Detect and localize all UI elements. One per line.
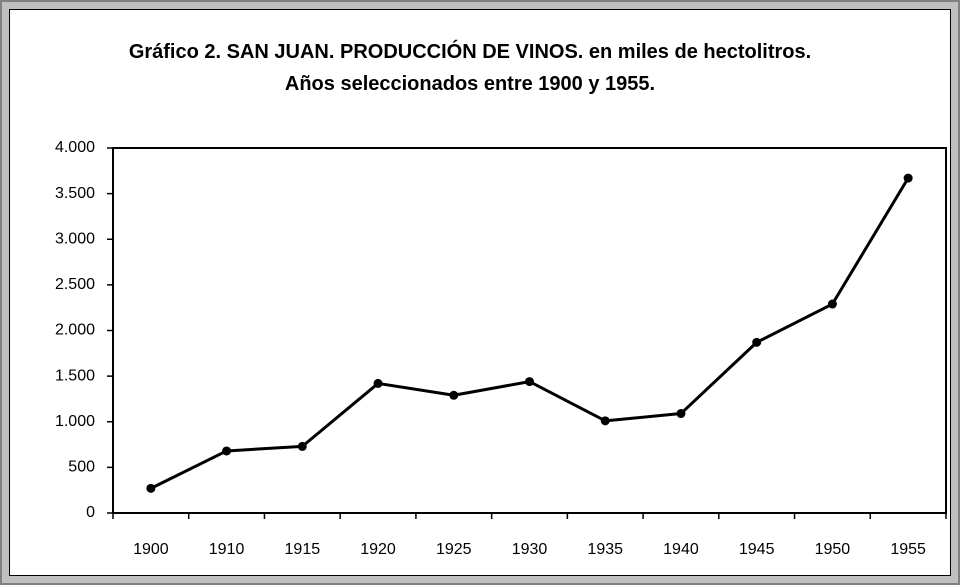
y-tick-label: 2.000 bbox=[55, 322, 95, 339]
y-tick-label: 3.500 bbox=[55, 185, 95, 202]
x-tick-label: 1935 bbox=[587, 541, 623, 558]
x-tick-label: 1915 bbox=[285, 541, 321, 558]
marker bbox=[752, 337, 762, 347]
marker bbox=[449, 390, 459, 400]
plot-area bbox=[112, 147, 947, 514]
marker bbox=[146, 483, 156, 493]
y-tick-label: 0 bbox=[86, 504, 95, 521]
x-tick-label: 1930 bbox=[512, 541, 548, 558]
y-tick-label: 1.500 bbox=[55, 367, 95, 384]
x-tick-label: 1910 bbox=[209, 541, 245, 558]
y-tick-label: 2.500 bbox=[55, 276, 95, 293]
x-tick-label: 1925 bbox=[436, 541, 472, 558]
marker bbox=[525, 377, 534, 387]
marker bbox=[903, 173, 913, 183]
marker bbox=[676, 409, 686, 419]
marker bbox=[222, 446, 232, 456]
marker bbox=[600, 416, 610, 426]
marker bbox=[373, 378, 383, 388]
x-tick-label: 1945 bbox=[739, 541, 775, 558]
y-tick-label: 500 bbox=[68, 459, 95, 476]
y-tick-label: 1.000 bbox=[55, 413, 95, 430]
marker bbox=[827, 299, 837, 309]
chart-title: Gráfico 2. SAN JUAN. PRODUCCIÓN DE VINOS… bbox=[128, 41, 812, 95]
x-tick-label: 1940 bbox=[663, 541, 699, 558]
x-tick-label: 1900 bbox=[133, 541, 169, 558]
x-tick-label: 1920 bbox=[360, 541, 396, 558]
x-tick-label: 1955 bbox=[890, 541, 926, 558]
y-tick-label: 4.000 bbox=[55, 139, 95, 156]
line bbox=[150, 177, 910, 490]
x-tick-label: 1950 bbox=[815, 541, 851, 558]
marker bbox=[297, 441, 307, 451]
y-tick-label: 3.000 bbox=[55, 230, 95, 247]
